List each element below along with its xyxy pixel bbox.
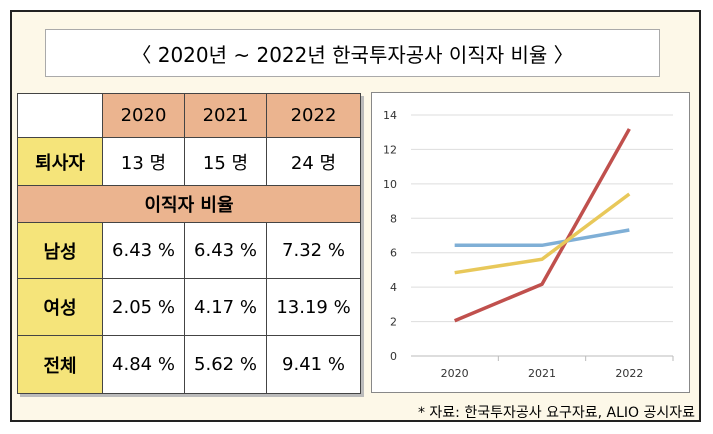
- cell: 24 명: [266, 137, 361, 186]
- series-line-여성: [453, 128, 631, 323]
- cell: 5.62 %: [184, 335, 267, 394]
- y-tick-label: 2: [390, 316, 397, 329]
- series-line-남성: [454, 228, 630, 248]
- year-header: 2020: [102, 93, 185, 138]
- year-header: 2021: [184, 93, 267, 138]
- line-chart-panel: 0 2 4 6 8 10 12 14 2020 2021 2022: [371, 92, 690, 393]
- data-table: 2020 2021 2022 퇴사자 13 명 15 명 24 명 이직자 비율…: [17, 93, 361, 394]
- row-label: 전체: [17, 335, 103, 394]
- y-tick-label: 10: [383, 178, 397, 191]
- page-title: 〈 2020년 ~ 2022년 한국투자공사 이직자 비율 〉: [45, 29, 660, 77]
- cell: 2.05 %: [102, 278, 185, 336]
- footnote: * 자료: 한국투자공사 요구자료, ALIO 공시자료: [417, 405, 695, 421]
- cell: 13.19 %: [266, 278, 361, 336]
- y-tick-label: 6: [390, 247, 397, 260]
- row-label: 남성: [17, 222, 103, 279]
- x-tick-label: 2021: [528, 367, 556, 380]
- row-label: 퇴사자: [17, 137, 103, 186]
- x-tick-label: 2020: [441, 367, 469, 380]
- cell: 9.41 %: [266, 335, 361, 394]
- x-tick-label: 2022: [615, 367, 643, 380]
- empty-cell: [17, 93, 103, 138]
- section-header: 이직자 비율: [17, 185, 361, 223]
- y-tick-label: 12: [383, 143, 397, 156]
- cell: 7.32 %: [266, 222, 361, 279]
- y-tick-label: 14: [383, 109, 397, 122]
- series-line-전체: [454, 192, 631, 275]
- row-label: 여성: [17, 278, 103, 336]
- cell: 13 명: [102, 137, 185, 186]
- cell: 6.43 %: [102, 222, 185, 279]
- y-tick-label: 0: [390, 350, 397, 363]
- cell: 4.84 %: [102, 335, 185, 394]
- cell: 15 명: [184, 137, 267, 186]
- y-tick-label: 8: [390, 212, 397, 225]
- cell: 6.43 %: [184, 222, 267, 279]
- cell: 4.17 %: [184, 278, 267, 336]
- line-chart: 0 2 4 6 8 10 12 14 2020 2021 2022: [383, 109, 674, 380]
- year-header: 2022: [266, 93, 361, 138]
- y-tick-label: 4: [390, 281, 397, 294]
